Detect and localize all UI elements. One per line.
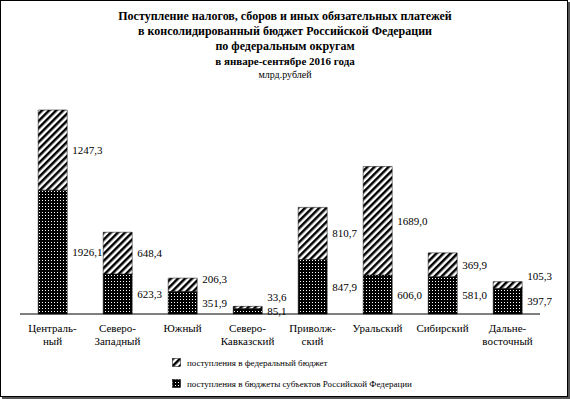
svg-text:Приволж-: Приволж- [289, 322, 336, 334]
svg-text:Дальне-: Дальне- [489, 322, 527, 334]
html-text:поступления в бюджеты субъекто: поступления в бюджеты субъектов Российск… [187, 378, 412, 389]
svg-text:623,3: 623,3 [137, 288, 162, 300]
html-text:Поступление налогов, сборов и: Поступление налогов, сборов и иных обяза… [118, 9, 452, 23]
svg-text:351,9: 351,9 [202, 297, 227, 309]
svg-text:Централь-: Централь- [28, 322, 77, 334]
svg-text:Уральский: Уральский [353, 322, 403, 334]
svg-text:1926,1: 1926,1 [72, 246, 102, 258]
svg-text:648,4: 648,4 [137, 247, 162, 259]
svg-text:581,0: 581,0 [462, 289, 487, 301]
svg-text:ский: ский [302, 335, 324, 347]
svg-text:397,7: 397,7 [527, 295, 552, 307]
svg-text:33,6: 33,6 [267, 291, 287, 303]
svg-text:1689,0: 1689,0 [397, 215, 428, 227]
html-text:в консолидированный бюджет Рос: в консолидированный бюджет Российской Фе… [138, 24, 432, 38]
svg-text:Северо-: Северо- [99, 322, 136, 334]
svg-text:Сибирский: Сибирский [416, 322, 468, 334]
html-text:по федеральным округам: по федеральным округам [215, 39, 355, 53]
html-text:млрд.рублей: млрд.рублей [258, 69, 312, 80]
svg-text:Кавказский: Кавказский [221, 335, 275, 347]
svg-text:85,1: 85,1 [267, 305, 286, 317]
svg-text:1247,3: 1247,3 [72, 144, 103, 156]
svg-text:369,9: 369,9 [462, 259, 487, 271]
svg-text:восточный: восточный [482, 335, 532, 347]
svg-text:Южный: Южный [163, 322, 201, 334]
svg-text:847,9: 847,9 [332, 281, 357, 293]
svg-text:ный: ный [43, 335, 62, 347]
svg-text:Северо-: Северо- [229, 322, 266, 334]
html-text:поступления в федеральный бюдж: поступления в федеральный бюджет [187, 357, 328, 368]
svg-text:Западный: Западный [95, 335, 141, 347]
svg-text:105,3: 105,3 [527, 270, 552, 282]
svg-text:810,7: 810,7 [332, 227, 357, 239]
svg-text:606,0: 606,0 [397, 289, 422, 301]
html-text:в январе-сентябре 2016 года: в январе-сентябре 2016 года [215, 55, 355, 67]
svg-text:206,3: 206,3 [202, 273, 227, 285]
